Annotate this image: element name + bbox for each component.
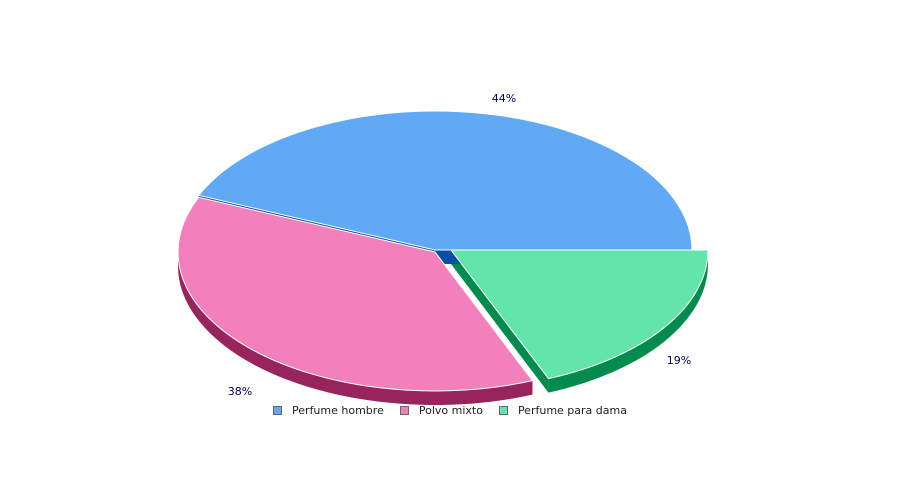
legend-swatch-perfume-para-dama (498, 406, 508, 415)
legend-item-perfume-para-dama: Perfume para dama (498, 404, 627, 417)
chart-legend: Perfume hombre Polvo mixto Perfume para … (0, 404, 900, 417)
legend-swatch-perfume-hombre (273, 406, 283, 415)
legend-item-polvo-mixto: Polvo mixto (399, 404, 483, 417)
pie-side-polvo-mixto (178, 252, 533, 405)
legend-swatch-polvo-mixto (399, 406, 409, 415)
pie-label-perfume-hombre: 44% (492, 92, 516, 105)
legend-label-polvo-mixto: Polvo mixto (418, 404, 483, 417)
pie-wall-perfume-para-dama-1 (451, 250, 549, 393)
pie-slice-polvo-mixto[interactable] (177, 196, 534, 392)
legend-label-perfume-para-dama: Perfume para dama (517, 404, 627, 417)
pie-label-polvo-mixto: 38% (228, 385, 252, 398)
pie-label-perfume-para-dama: 19% (667, 354, 691, 367)
legend-label-perfume-hombre: Perfume hombre (292, 404, 384, 417)
legend-item-perfume-hombre: Perfume hombre (273, 404, 384, 417)
pie-slice-perfume-hombre[interactable] (197, 110, 693, 251)
pie-side-perfume-para-dama (548, 250, 708, 393)
pie-slice-perfume-para-dama[interactable] (449, 249, 709, 380)
